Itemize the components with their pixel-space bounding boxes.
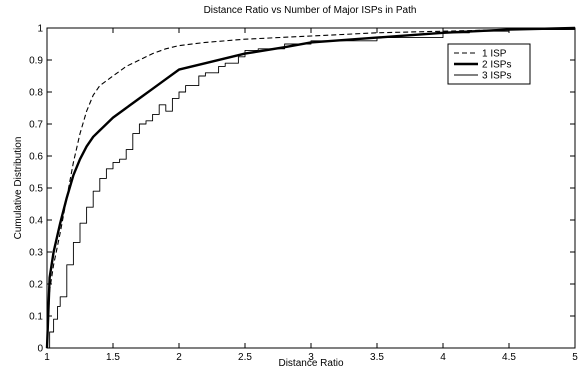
x-tick-label: 2.5 <box>238 352 252 363</box>
x-tick-label: 4 <box>440 352 446 363</box>
x-tick-label: 1 <box>44 352 50 363</box>
y-tick-label: 0.1 <box>29 312 43 323</box>
y-tick-label: 0.3 <box>29 248 43 259</box>
y-tick-label: 0.4 <box>29 216 43 227</box>
x-tick-label: 4.5 <box>502 352 516 363</box>
legend-label: 1 ISP <box>482 49 507 60</box>
y-tick-label: 0.6 <box>29 152 43 163</box>
x-axis-label: Distance Ratio <box>278 358 343 369</box>
y-tick-label: 0.7 <box>29 120 43 131</box>
x-tick-label: 3.5 <box>370 352 384 363</box>
chart-title: Distance Ratio vs Number of Major ISPs i… <box>204 5 417 16</box>
legend-label: 2 ISPs <box>482 60 511 71</box>
x-tick-label: 2 <box>176 352 182 363</box>
y-axis-label: Cumulative Distribution <box>13 137 24 240</box>
y-tick-label: 0.9 <box>29 56 43 67</box>
y-tick-label: 0.5 <box>29 184 43 195</box>
series-layer <box>45 26 576 349</box>
legend-label: 3 ISPs <box>482 71 511 82</box>
x-tick-label: 3 <box>308 352 314 363</box>
x-tick-label: 5 <box>572 352 578 363</box>
x-tick-label: 1.5 <box>106 352 120 363</box>
y-tick-label: 1 <box>37 24 43 35</box>
series-line-2 <box>45 26 576 349</box>
series-line-3 <box>47 28 576 349</box>
y-tick-label: 0 <box>37 344 43 355</box>
y-tick-label: 0.8 <box>29 88 43 99</box>
y-axis: 0 0.1 0.2 0.3 0.4 0.5 0.6 0.7 0.8 0.9 1 <box>29 24 575 355</box>
y-tick-label: 0.2 <box>29 280 43 291</box>
